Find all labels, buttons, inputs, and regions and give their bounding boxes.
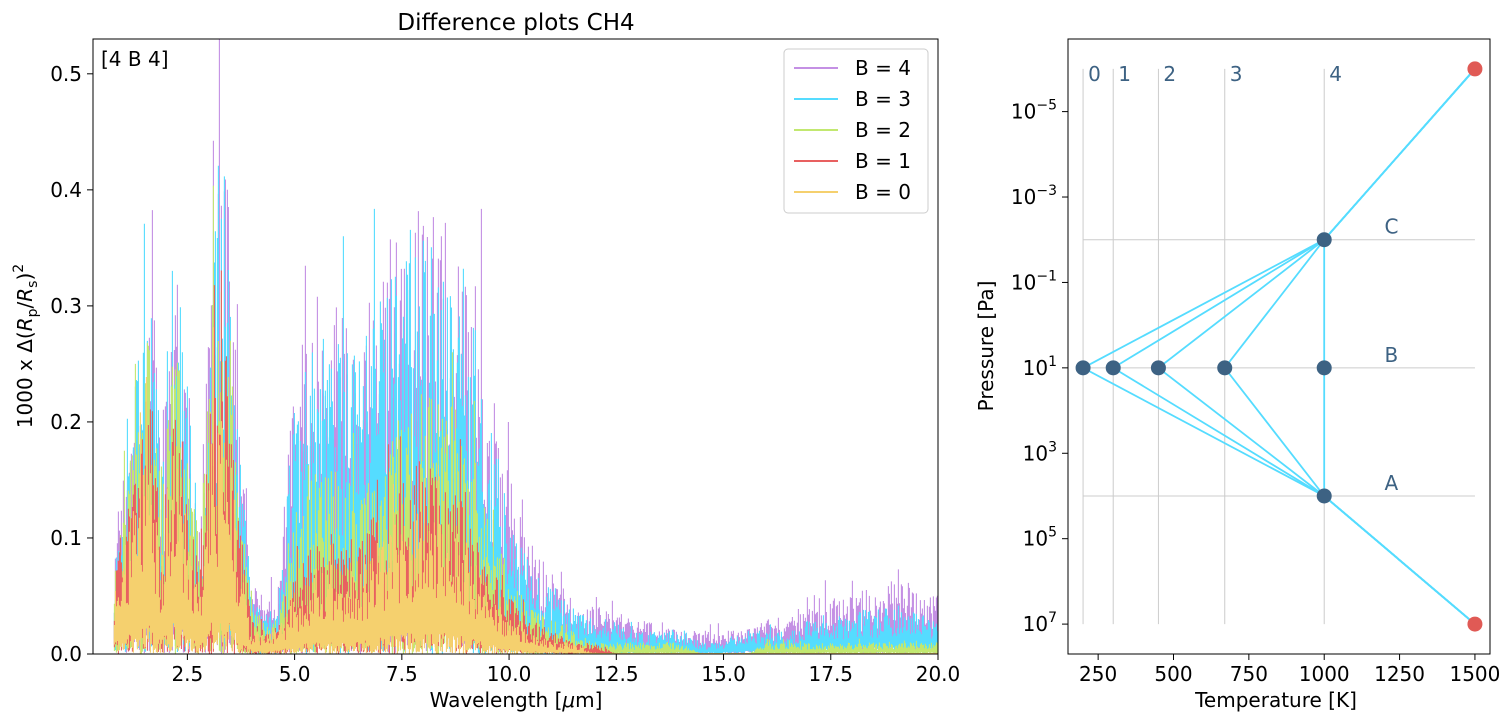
corner-label: [4 B 4] xyxy=(101,47,169,71)
reference-label: A xyxy=(1385,471,1399,495)
control-points xyxy=(1075,61,1483,632)
reference-label: 1 xyxy=(1118,62,1131,86)
x-tick-label: 17.5 xyxy=(809,662,854,686)
y-tick-label: 0.4 xyxy=(50,178,82,202)
reference-label: C xyxy=(1385,215,1399,239)
y-tick-label: 0.5 xyxy=(50,62,82,86)
x-tick-label: 1000 xyxy=(1299,662,1350,686)
plot-frame-right xyxy=(1067,38,1491,655)
y-tick-label: 0.3 xyxy=(50,294,82,318)
reference-label: B xyxy=(1385,343,1399,367)
y-tick-label: 10−5 xyxy=(1011,98,1057,124)
y-axis-label: 1000 x Δ(Rp/Rs)2 xyxy=(11,264,41,428)
y-tick-label: 105 xyxy=(1023,525,1057,551)
control-point xyxy=(1467,61,1483,77)
tp-profile-line xyxy=(1156,68,1476,625)
y-tick-label: 103 xyxy=(1023,439,1057,465)
tp-profile-line xyxy=(1111,68,1476,625)
legend: B = 4 B = 3 B = 2 B = 1 B = 0 xyxy=(783,48,929,214)
x-tick-label: 20.0 xyxy=(916,662,961,686)
control-point xyxy=(1105,360,1121,376)
reference-label: 2 xyxy=(1163,62,1176,86)
x-axis-label: Wavelength [μm] xyxy=(430,688,603,712)
x-axis-label-right: Temperature [K] xyxy=(1194,688,1357,712)
tp-profile-line xyxy=(1081,68,1476,625)
x-tick-label: 250 xyxy=(1079,662,1117,686)
tp-profiles xyxy=(1081,68,1476,625)
control-point xyxy=(1217,360,1233,376)
chart-title: Difference plots CH4 xyxy=(397,10,634,36)
x-axis: 2.5 5.0 7.5 10.0 12.5 15.0 17.5 20.0 xyxy=(171,654,960,686)
legend-label: B = 3 xyxy=(855,87,911,111)
y-axis: 0.0 0.1 0.2 0.3 0.4 0.5 xyxy=(50,62,93,666)
control-point xyxy=(1316,360,1332,376)
spectrum-panel: Difference plots CH4 2.5 5.0 7.5 10.0 12.5 15… xyxy=(11,10,960,712)
x-tick-label: 2.5 xyxy=(171,662,203,686)
x-tick-label: 15.0 xyxy=(701,662,746,686)
legend-box xyxy=(783,48,929,214)
x-axis-right: 250 500 750 1000 1250 1500 xyxy=(1079,654,1500,686)
x-tick-label: 1500 xyxy=(1449,662,1500,686)
reference-lines: 0 1 2 3 4 C B A xyxy=(1082,62,1475,625)
control-point xyxy=(1467,616,1483,632)
control-point xyxy=(1075,360,1091,376)
y-tick-label: 0.0 xyxy=(50,642,82,666)
control-point xyxy=(1316,488,1332,504)
tp-profile-line xyxy=(1323,68,1476,625)
y-tick-label: 107 xyxy=(1023,610,1057,636)
legend-label: B = 0 xyxy=(855,180,911,204)
y-axis-label-right: Pressure [Pa] xyxy=(974,281,998,412)
x-tick-label: 10.0 xyxy=(487,662,532,686)
y-axis-right: 10−5 10−3 10−1 101 103 105 107 xyxy=(1011,98,1068,636)
x-tick-label: 7.5 xyxy=(386,662,418,686)
y-tick-label: 0.1 xyxy=(50,526,82,550)
x-tick-label: 1250 xyxy=(1374,662,1425,686)
y-tick-label: 10−1 xyxy=(1011,268,1057,294)
plot-frame xyxy=(92,38,939,655)
legend-label: B = 1 xyxy=(855,149,911,173)
y-tick-label: 101 xyxy=(1023,354,1057,380)
reference-label: 3 xyxy=(1230,62,1243,86)
legend-label: B = 2 xyxy=(855,118,911,142)
control-point xyxy=(1150,360,1166,376)
tp-profile-line xyxy=(1223,68,1476,625)
y-tick-label: 0.2 xyxy=(50,410,82,434)
y-tick-label: 10−3 xyxy=(1011,183,1057,209)
x-tick-label: 12.5 xyxy=(594,662,639,686)
reference-label: 0 xyxy=(1088,62,1101,86)
legend-label: B = 4 xyxy=(855,56,911,80)
x-tick-label: 500 xyxy=(1154,662,1192,686)
x-tick-label: 750 xyxy=(1230,662,1268,686)
x-tick-label: 5.0 xyxy=(279,662,311,686)
control-point xyxy=(1316,232,1332,248)
reference-label: 4 xyxy=(1329,62,1342,86)
